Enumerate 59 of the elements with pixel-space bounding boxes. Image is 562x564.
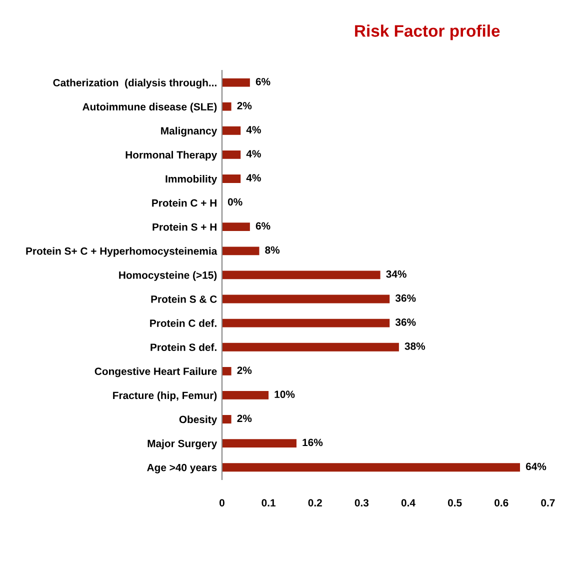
bar [222,439,296,448]
x-tick-label: 0.6 [494,499,508,506]
bar [222,270,380,280]
bar [222,391,269,400]
data-label: 6% [256,222,270,230]
y-tick-label: Obesity [179,415,218,426]
data-label: 6% [256,78,270,86]
bar [222,102,232,111]
data-label: 36% [395,294,416,302]
data-label: 4% [246,150,261,158]
bar [222,294,390,304]
bar [222,342,399,352]
bar [222,366,232,376]
y-tick-label: Autoimmune disease (SLE) [82,102,217,113]
y-tick-label: Congestive Heart Failure [94,367,217,378]
x-tick-label: 0.1 [262,499,276,506]
y-tick-label: Protein S & C [151,295,217,303]
data-label: 64% [526,462,546,470]
x-tick-label: 0 [220,499,224,506]
data-label: 8% [265,246,280,254]
y-tick-label: Fracture (hip, Femur) [113,391,217,402]
chart-title: Risk Factor profile [355,24,500,40]
y-tick-label: Catherization (dialysis through... [53,78,216,89]
y-tick-label: Protein S def. [150,343,216,351]
data-label: 38% [404,342,426,350]
y-tick-label: Protein C + H [152,199,216,207]
y-tick-label: Malignancy [161,126,218,137]
bar [222,126,241,135]
data-label: 36% [395,318,416,326]
data-label: 4% [246,126,261,134]
data-label: 4% [246,174,261,182]
bar [222,318,390,328]
bar [222,415,232,424]
x-tick-label: 0.5 [448,499,462,506]
bar [222,463,520,472]
bar [222,78,250,87]
data-label: 0% [228,198,242,206]
data-label: 10% [274,390,295,398]
bar [222,174,241,183]
y-tick-label: Age >40 years [147,464,217,474]
y-tick-label: Protein S + H [152,223,216,231]
x-tick-label: 0.4 [401,499,416,506]
data-label: 2% [237,414,252,422]
y-tick-label: Protein C def. [150,319,216,327]
y-tick-label: Homocysteine (>15) [119,271,217,281]
bar [222,150,241,159]
bar [222,246,260,256]
data-label: 2% [237,102,252,110]
x-tick-label: 0.2 [308,499,322,506]
bar [222,222,250,232]
y-tick-label: Major Surgery [148,440,218,450]
y-tick-label: Immobility [166,174,218,185]
x-tick-label: 0.3 [354,499,369,507]
x-tick-label: 0.7 [541,499,555,506]
data-label: 16% [302,438,323,446]
data-label: 34% [386,270,406,278]
y-tick-label: Protein S+ C + Hyperhomocysteinemia [26,247,218,257]
y-tick-label: Hormonal Therapy [126,150,218,161]
data-label: 2% [237,366,252,374]
